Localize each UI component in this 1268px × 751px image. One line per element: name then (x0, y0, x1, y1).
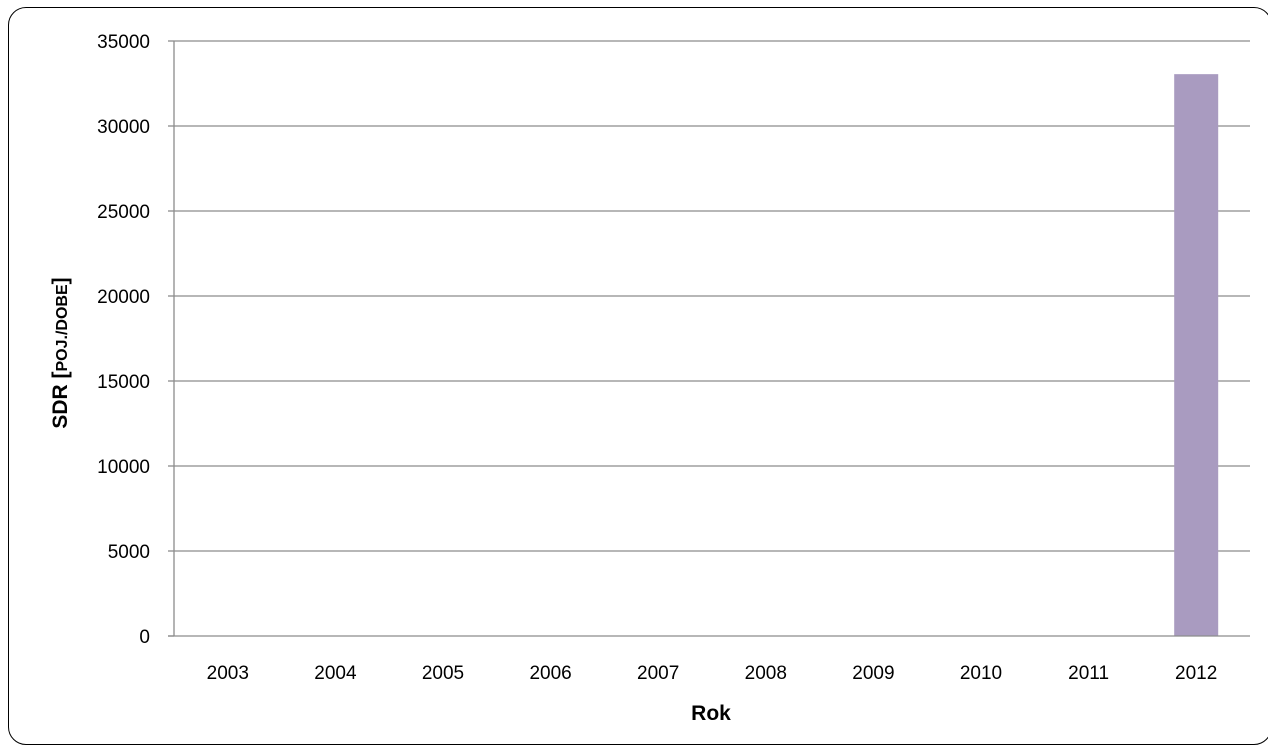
y-tick-label: 20000 (97, 287, 150, 308)
x-tick-labels: 2003 2004 2005 2006 2007 2008 2009 2010 2011 2012 (207, 663, 1218, 684)
x-axis-title: Rok (691, 702, 731, 725)
x-tick-label: 2003 (207, 663, 249, 684)
y-axis-title: SDR [POJ./DOBE] (49, 277, 72, 428)
x-tick-label: 2006 (529, 663, 571, 684)
y-tick-label: 0 (139, 627, 150, 648)
y-tick-label: 15000 (97, 372, 150, 393)
bars (1174, 74, 1219, 636)
y-tick-label: 25000 (97, 202, 150, 223)
x-tick-label: 2008 (745, 663, 787, 684)
y-tick-label: 30000 (97, 117, 150, 138)
x-tick-label: 2009 (852, 663, 894, 684)
x-tick-label: 2012 (1175, 663, 1217, 684)
axes (168, 40, 1250, 637)
y-tick-labels: 0 5000 10000 15000 20000 25000 30000 35000 (97, 32, 150, 648)
y-tick-label: 35000 (97, 32, 150, 53)
y-axis-title-unit: POJ./DOBE (54, 284, 71, 371)
x-tick-label: 2011 (1068, 663, 1109, 684)
bar (1174, 74, 1219, 636)
x-tick-label: 2004 (314, 663, 357, 684)
x-tick-label: 2007 (637, 663, 679, 684)
chart-frame (8, 7, 1268, 745)
x-tick-label: 2005 (422, 663, 464, 684)
y-tick-label: 10000 (97, 457, 150, 478)
y-axis-title-main: SDR [ (49, 371, 72, 428)
gridlines (174, 40, 1250, 552)
y-axis-title-close: ] (49, 277, 72, 284)
y-tick-label: 5000 (108, 542, 150, 563)
x-tick-label: 2010 (960, 663, 1002, 684)
